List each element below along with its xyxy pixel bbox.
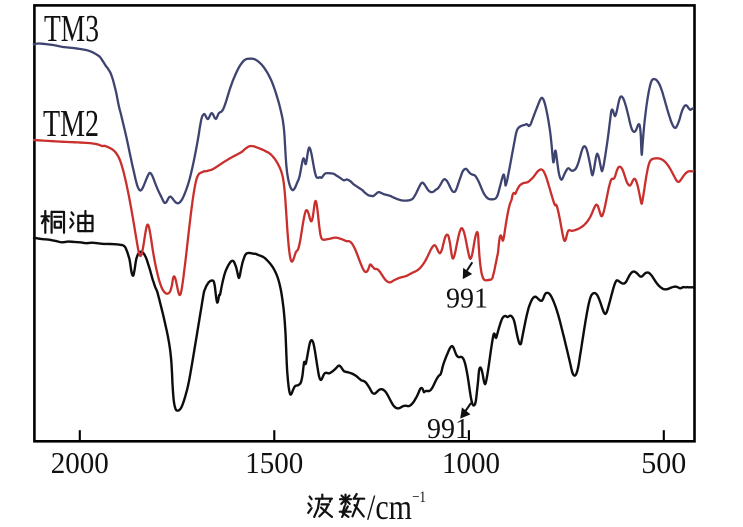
svg-text:1000: 1000 [442, 445, 500, 480]
svg-text:991: 991 [446, 283, 488, 315]
svg-text:991: 991 [427, 413, 469, 445]
svg-text:−1: −1 [412, 489, 426, 506]
svg-text:500: 500 [641, 445, 686, 480]
svg-text:/cm: /cm [367, 487, 412, 527]
svg-text:TM3: TM3 [44, 8, 99, 50]
svg-text:1500: 1500 [245, 445, 303, 480]
svg-text:TM2: TM2 [43, 103, 99, 145]
svg-text:2000: 2000 [51, 445, 109, 480]
